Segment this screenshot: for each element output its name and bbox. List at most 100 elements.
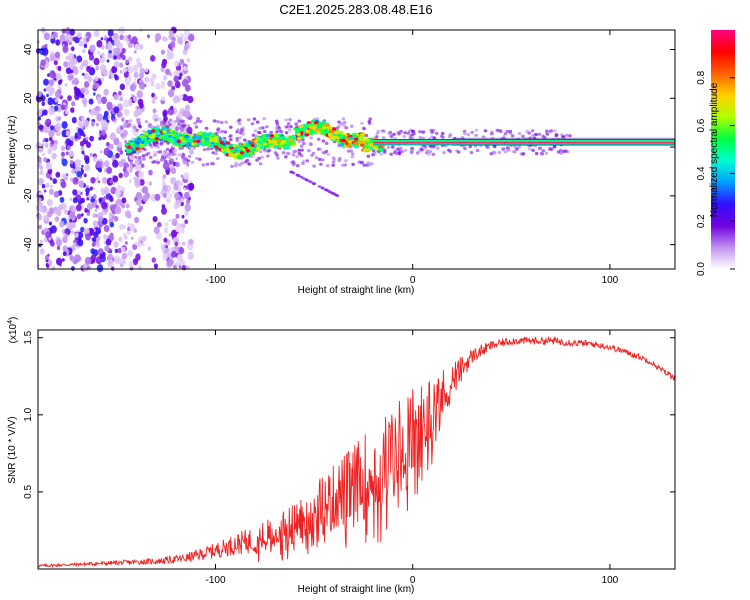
spectrogram-signal-cell <box>180 142 186 146</box>
spectrogram-halo-cell <box>410 149 414 153</box>
spectrogram-noise-cell <box>139 179 145 186</box>
spectrogram-signal-cell <box>240 155 245 159</box>
spectrogram-halo-cell <box>503 150 508 154</box>
spectrogram-halo-cell <box>418 136 423 140</box>
spectrogram-signal-cell <box>268 140 273 144</box>
colorbar: 0.0 0.2 0.4 0.6 0.8 Normalized spectral ampl… <box>696 30 735 276</box>
spectrogram-noise-cell <box>175 213 180 219</box>
spectrogram-halo-cell <box>540 152 544 156</box>
spectrogram-halo-cell <box>386 145 391 149</box>
spectrogram-noise-cell <box>100 37 104 41</box>
spectrogram-noise-cell <box>168 29 174 36</box>
spectrogram-x-tick-label: -100 <box>205 275 225 286</box>
spectrogram-halo-cell <box>291 153 296 157</box>
spectrogram-halo-cell <box>344 126 349 130</box>
spectrogram-signal-cell <box>192 136 197 140</box>
spectrogram-noise-cell <box>181 79 189 87</box>
spectrogram-halo-cell <box>431 152 436 156</box>
spectrogram-signal-cell <box>127 145 132 149</box>
spectrogram-noise-cell <box>184 191 190 199</box>
spectrogram-halo-cell <box>170 158 175 162</box>
spectrogram-halo-cell <box>158 150 162 154</box>
spectrogram-noise-cell <box>60 104 65 111</box>
spectrogram-noise-cell <box>71 101 76 107</box>
spectrogram-halo-cell <box>252 117 257 121</box>
spectrogram-noise-cell <box>122 99 130 108</box>
spectrogram-noise-cell <box>39 169 44 176</box>
spectrogram-signal-cell <box>167 134 173 138</box>
spectrogram-noise-cell <box>171 250 177 258</box>
spectrogram-noise-cell <box>113 216 119 222</box>
spectrogram-noise-cell <box>162 192 167 199</box>
spectrogram-halo-cell <box>285 151 290 155</box>
spectrogram-noise-cell <box>183 187 187 191</box>
spectrogram-halo-cell <box>230 164 234 168</box>
spectrogram-noise-cell <box>62 45 69 53</box>
spectrogram-halo-cell <box>508 131 513 135</box>
spectrogram-halo-cell <box>360 121 364 125</box>
spectrogram-signal-cell <box>247 146 253 150</box>
spectrogram-noise-cell <box>171 190 175 194</box>
spectrogram-noise-cell <box>179 72 183 77</box>
spectrogram-signal-cell <box>225 141 231 145</box>
spectrogram-halo-cell <box>382 129 386 133</box>
spectrogram-noise-cell <box>161 204 166 209</box>
spectrogram-signal-cell <box>295 129 301 133</box>
spectrogram-noise-cell <box>50 225 57 234</box>
spectrogram-noise-cell <box>179 181 184 187</box>
spectrogram-halo-cell <box>331 160 336 164</box>
spectrogram-halo-cell <box>501 147 506 151</box>
spectrogram-signal-cell <box>245 149 251 153</box>
spectrogram-noise-cell <box>76 213 82 220</box>
spectrogram-signal-cell <box>239 151 245 155</box>
spectrogram-halo-cell <box>229 134 233 138</box>
spectrogram-noise-cell <box>98 197 103 203</box>
spectrogram-noise-cell <box>74 159 82 168</box>
spectrogram-halo-cell <box>220 120 224 125</box>
spectrogram-noise-cell <box>186 199 190 205</box>
spectrogram-halo-cell <box>448 149 453 154</box>
spectrogram-noise-cell <box>86 141 91 148</box>
spectrogram-noise-cell <box>166 258 173 267</box>
spectrogram-noise-cell <box>67 74 73 81</box>
spectrogram-halo-cell <box>521 134 525 138</box>
spectrogram-halo-cell <box>517 145 521 149</box>
spectrogram-halo-cell <box>258 162 263 166</box>
spectrogram-signal-cell <box>147 129 152 134</box>
spectrogram-signal-cell <box>209 144 215 148</box>
spectrogram-noise-cell <box>44 254 50 261</box>
spectrogram-halo-cell <box>548 129 552 134</box>
spectrogram-noise-cell <box>45 161 52 170</box>
spectrogram-noise-cell <box>140 196 143 200</box>
spectrogram-noise-cell <box>89 153 93 157</box>
spectrogram-halo-cell <box>350 152 355 156</box>
spectrogram-line-band <box>373 140 675 141</box>
spectrogram-signal-cell <box>265 133 270 138</box>
spectrogram-noise-cell <box>144 68 149 73</box>
spectrogram-signal-cell <box>209 137 214 141</box>
spectrogram-noise-cell <box>51 152 57 160</box>
spectrogram-halo-cell <box>436 146 440 150</box>
spectrogram-noise-cell <box>129 168 133 173</box>
spectrogram-signal-cell <box>151 133 156 137</box>
spectrogram-noise-cell <box>173 184 179 191</box>
spectrogram-noise-cell <box>107 44 113 51</box>
spectrogram-halo-cell <box>151 160 155 164</box>
spectrogram-signal-cell <box>309 128 314 133</box>
spectrogram-noise-cell <box>178 75 182 80</box>
spectrogram-noise-cell <box>100 77 105 82</box>
spectrogram-halo-cell <box>142 157 146 161</box>
spectrogram-halo-cell <box>568 134 572 138</box>
spectrogram-halo-cell <box>132 163 136 168</box>
spectrogram-halo-cell <box>541 149 546 153</box>
spectrogram-signal-cell <box>369 142 374 147</box>
spectrogram-signal-cell <box>263 137 268 142</box>
spectrogram-halo-cell <box>359 161 364 165</box>
spectrogram-noise-cell <box>176 179 181 186</box>
spectrogram-noise-cell <box>95 204 99 209</box>
spectrogram-noise-cell <box>83 133 86 137</box>
spectrogram-signal-cell <box>321 125 327 130</box>
spectrogram-halo-cell <box>410 146 415 151</box>
spectrogram-noise-cell <box>58 204 64 211</box>
spectrogram-halo-cell <box>392 132 396 136</box>
